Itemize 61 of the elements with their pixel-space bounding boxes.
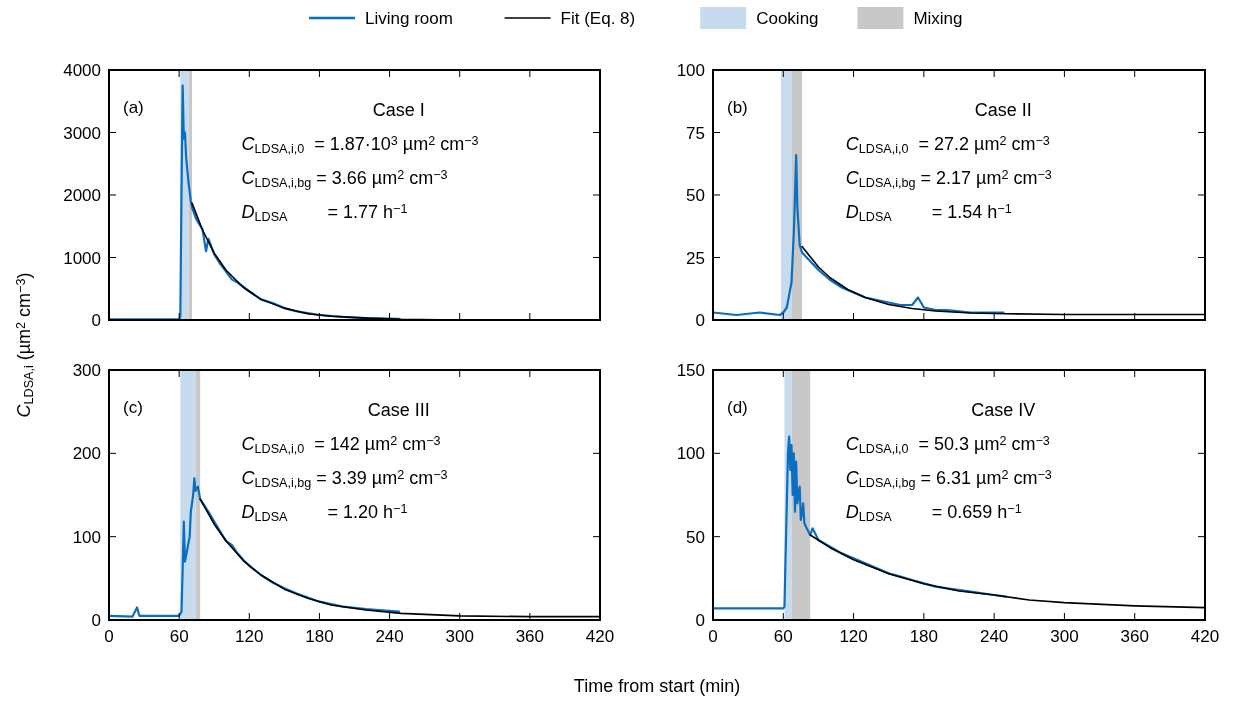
annotation: Case III (367, 400, 430, 420)
x-tick-label: 0 (708, 627, 718, 646)
x-tick-label: 300 (1050, 627, 1079, 646)
y-tick-label: 50 (686, 527, 705, 547)
legend-label: Living room (365, 9, 453, 28)
y-tick-label: 0 (91, 611, 101, 630)
annotation: C$_{LDSA,i,0}$ = 27.2 µm$^{2}$ cm$^{−3}$ (845, 133, 1050, 157)
text: D$_{LDSA}$ = 1.77 h$^{−1}$ (241, 201, 408, 225)
text: D$_{LDSA}$ = 0.659 h$^{−1}$ (845, 501, 1022, 525)
x-tick-label: 420 (585, 627, 615, 646)
y-tick-label: 200 (72, 444, 101, 464)
x-tick-label: 60 (773, 627, 793, 646)
x-tick-label: 240 (979, 627, 1009, 646)
x-tick-label: 180 (305, 627, 334, 646)
annotation: C$_{LDSA,i,bg}$ = 3.39 µm$^{2}$ cm$^{−3}$ (241, 467, 448, 491)
y-tick-label: 0 (695, 611, 705, 630)
line-series (199, 498, 600, 618)
annotation: Case IV (971, 400, 1036, 420)
annotation: Case II (974, 100, 1032, 120)
x-tick-label: 300 (445, 627, 474, 646)
y-tick-label: 2000 (63, 186, 101, 205)
y-tick-label: 100 (676, 444, 705, 464)
annotation: C$_{LDSA,i,bg}$ = 6.31 µm$^{2}$ cm$^{−3}$ (845, 467, 1052, 491)
annotation: Case I (372, 100, 425, 120)
y-tick-label: 50 (686, 186, 705, 205)
x-tick-label: 60 (169, 627, 189, 646)
x-tick-label: 360 (1120, 627, 1149, 646)
x-tick-label: 120 (235, 627, 264, 646)
y-tick-label: 3000 (63, 123, 101, 143)
text: D$_{LDSA}$ = 1.20 h$^{−1}$ (241, 501, 408, 525)
x-tick-label: 0 (104, 627, 114, 646)
legend-label: Cooking (756, 9, 819, 28)
annotation: (d) (727, 398, 748, 417)
annotation: C$_{LDSA,i,bg}$ = 3.66 µm$^{2}$ cm$^{−3}$ (241, 167, 448, 191)
y-tick-label: 150 (676, 361, 705, 380)
line-series (713, 435, 1007, 610)
annotation: (a) (123, 98, 144, 117)
y-tick-label: 0 (91, 311, 101, 330)
x-axis-title: Time from start (min) (573, 676, 741, 696)
y-tick-label: 1000 (63, 248, 101, 268)
y-tick-label: 300 (72, 361, 101, 380)
x-tick-label: 360 (515, 627, 545, 646)
legend-label: Fit (Eq. 8) (560, 9, 636, 28)
y-tick-label: 100 (72, 527, 101, 547)
annotation: C$_{LDSA,i,0}$ = 50.3 µm$^{2}$ cm$^{−3}$ (845, 433, 1050, 457)
annotation: (c) (123, 398, 143, 417)
annotation: (b) (727, 98, 748, 117)
y-tick-label: 4000 (63, 61, 101, 80)
y-tick-label: 25 (686, 248, 705, 268)
x-tick-label: 420 (1190, 627, 1220, 646)
x-tick-label: 180 (909, 627, 939, 646)
x-tick-label: 240 (375, 627, 404, 646)
x-tick-label: 120 (839, 627, 868, 646)
annotation: C$_{LDSA,i,0}$ = 1.87·10$^{3}$ µm$^{2}$ cm$^{−3}$ (241, 133, 479, 157)
legend-label: Mixing (913, 9, 963, 28)
text: D$_{LDSA}$ = 1.54 h$^{−1}$ (845, 201, 1012, 225)
y-tick-label: 100 (676, 61, 705, 80)
annotation: C$_{LDSA,i,bg}$ = 2.17 µm$^{2}$ cm$^{−3}$ (845, 167, 1052, 191)
y-tick-label: 0 (695, 311, 705, 330)
annotation: C$_{LDSA,i,0}$ = 142 µm$^{2}$ cm$^{−3}$ (241, 433, 441, 457)
y-tick-label: 75 (686, 123, 705, 143)
